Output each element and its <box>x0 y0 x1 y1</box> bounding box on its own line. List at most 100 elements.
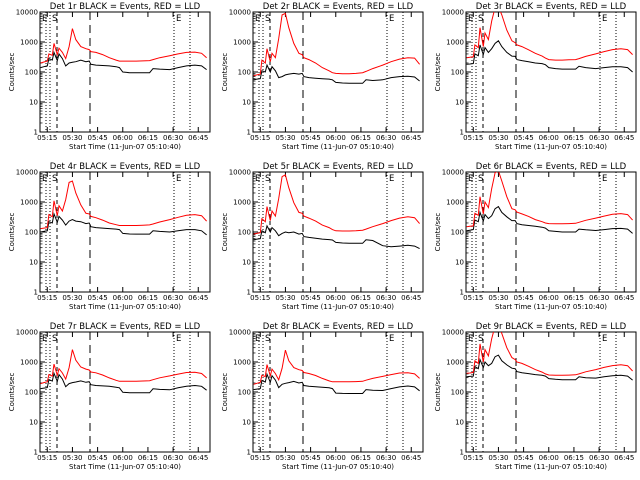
x-tick-label: 05:45 <box>301 454 321 462</box>
x-tick-label: 06:00 <box>326 454 346 462</box>
y-axis-label: Counts/sec <box>434 53 442 92</box>
y-tick-label: 10000 <box>229 329 251 337</box>
y-axis-label: Counts/sec <box>8 213 16 252</box>
x-tick-label: 05:30 <box>62 454 82 462</box>
y-tick-label: 10 <box>455 99 464 107</box>
lld-series-line <box>40 180 207 230</box>
events-series-line <box>40 50 207 74</box>
y-tick-label: 10 <box>242 419 251 427</box>
y-axis-label: Counts/sec <box>221 53 229 92</box>
x-tick-label: 06:00 <box>326 134 346 142</box>
y-tick-label: 1000 <box>20 359 38 367</box>
x-tick-label: 06:15 <box>138 294 158 302</box>
y-tick-label: 1 <box>34 289 38 297</box>
y-tick-label: 100 <box>238 229 251 237</box>
chart-title: Det 4r BLACK = Events, RED = LLD <box>50 162 201 172</box>
x-axis-label: Start Time (11-Jun-07 05:10:40) <box>69 303 181 311</box>
events-series-line <box>40 371 207 394</box>
y-tick-label: 10000 <box>16 329 38 337</box>
x-tick-label: 06:30 <box>376 454 396 462</box>
events-series-line <box>466 354 633 381</box>
chart-title: Det 5r BLACK = Events, RED = LLD <box>263 162 414 172</box>
lld-series-line <box>253 349 420 385</box>
y-tick-label: 1000 <box>446 199 464 207</box>
lld-series-line <box>40 28 207 64</box>
chart-title: Det 1r BLACK = Events, RED = LLD <box>50 2 201 12</box>
y-tick-label: 100 <box>451 389 464 397</box>
y-axis-label: Counts/sec <box>8 53 16 92</box>
x-tick-label: 05:45 <box>514 294 534 302</box>
interval-marker-label: E <box>42 14 47 24</box>
x-tick-label: 06:45 <box>188 134 208 142</box>
y-tick-label: 1000 <box>446 39 464 47</box>
x-axis-label: Start Time (11-Jun-07 05:10:40) <box>495 463 607 471</box>
y-tick-label: 10 <box>455 419 464 427</box>
x-tick-label: 06:45 <box>188 454 208 462</box>
x-tick-label: 06:30 <box>589 454 609 462</box>
x-tick-label: 05:15 <box>250 134 270 142</box>
x-tick-label: 06:00 <box>113 134 133 142</box>
interval-marker-label: E <box>468 174 473 184</box>
y-tick-label: 1 <box>247 289 251 297</box>
y-tick-label: 10000 <box>229 169 251 177</box>
interval-marker-label: E <box>42 334 47 344</box>
y-tick-label: 1 <box>34 129 38 137</box>
x-tick-label: 05:15 <box>463 294 483 302</box>
x-tick-label: 05:45 <box>514 454 534 462</box>
x-tick-label: 05:30 <box>275 134 295 142</box>
panel-det-5: Det 5r BLACK = Events, RED = LLD 1 10 100 10… <box>221 162 424 311</box>
x-tick-label: 05:15 <box>463 134 483 142</box>
y-axis-label: Counts/sec <box>221 373 229 412</box>
x-tick-label: 06:45 <box>188 294 208 302</box>
x-axis-label: Start Time (11-Jun-07 05:10:40) <box>495 143 607 151</box>
x-tick-label: 06:30 <box>163 454 183 462</box>
panel-det-7: Det 7r BLACK = Events, RED = LLD 1 10 100 10… <box>8 322 211 471</box>
x-tick-label: 06:45 <box>401 134 421 142</box>
interval-marker-label: E <box>389 174 394 184</box>
interval-marker-label: S <box>52 334 57 344</box>
panel-det-1: Det 1r BLACK = Events, RED = LLD 1 10 100 10… <box>8 2 211 151</box>
y-tick-label: 10 <box>455 259 464 267</box>
interval-marker-label: E <box>255 334 260 344</box>
lld-series-line <box>253 174 420 235</box>
x-tick-label: 06:15 <box>564 294 584 302</box>
interval-marker-label: E <box>602 174 607 184</box>
x-tick-label: 06:30 <box>589 294 609 302</box>
y-axis-label: Counts/sec <box>434 373 442 412</box>
x-tick-label: 06:00 <box>113 294 133 302</box>
x-tick-label: 06:45 <box>614 294 634 302</box>
events-series-line <box>253 63 420 84</box>
events-series-line <box>253 372 420 394</box>
y-tick-label: 1 <box>460 129 464 137</box>
interval-marker-label: S <box>478 174 483 184</box>
x-axis-label: Start Time (11-Jun-07 05:10:40) <box>69 463 181 471</box>
y-tick-label: 1000 <box>233 199 251 207</box>
x-tick-label: 05:15 <box>37 134 57 142</box>
x-tick-label: 06:15 <box>351 454 371 462</box>
interval-marker-label: E <box>389 334 394 344</box>
y-tick-label: 100 <box>238 69 251 77</box>
x-tick-label: 06:15 <box>351 134 371 142</box>
events-series-line <box>253 224 420 250</box>
x-axis-label: Start Time (11-Jun-07 05:10:40) <box>282 143 394 151</box>
chart-title: Det 7r BLACK = Events, RED = LLD <box>50 322 201 332</box>
x-tick-label: 06:15 <box>138 454 158 462</box>
x-tick-label: 05:30 <box>62 294 82 302</box>
x-tick-label: 05:45 <box>88 454 108 462</box>
y-tick-label: 10 <box>29 419 38 427</box>
y-tick-label: 1 <box>460 449 464 457</box>
x-tick-label: 06:30 <box>376 134 396 142</box>
x-tick-label: 05:30 <box>488 294 508 302</box>
interval-marker-label: S <box>265 174 270 184</box>
x-tick-label: 05:45 <box>301 134 321 142</box>
y-tick-label: 1 <box>460 289 464 297</box>
events-series-line <box>40 212 207 236</box>
y-axis-label: Counts/sec <box>8 373 16 412</box>
panel-det-8: Det 8r BLACK = Events, RED = LLD 1 10 100 10… <box>221 322 424 471</box>
y-tick-label: 1 <box>247 129 251 137</box>
x-tick-label: 06:15 <box>351 294 371 302</box>
x-tick-label: 06:45 <box>614 134 634 142</box>
x-tick-label: 06:15 <box>564 134 584 142</box>
interval-marker-label: E <box>176 14 181 24</box>
y-tick-label: 1000 <box>20 199 38 207</box>
